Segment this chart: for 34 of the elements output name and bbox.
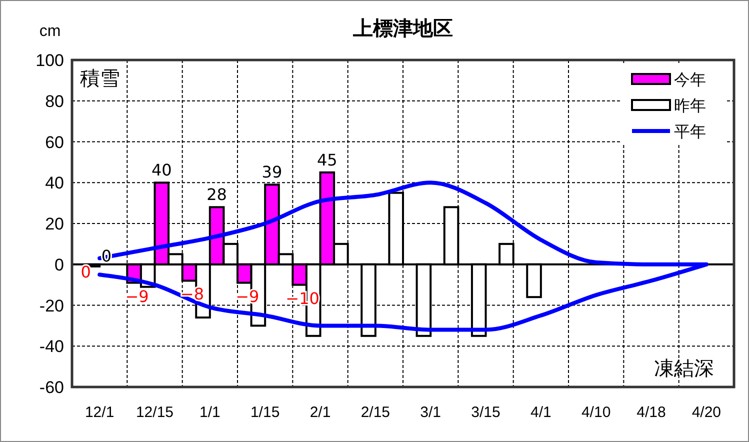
x-tick-label: 3/1 [420, 404, 442, 421]
data-label: 28 [206, 185, 227, 204]
y-tick-label: -40 [39, 337, 64, 356]
x-tick-label: 4/10 [581, 404, 611, 421]
x-tick-label: 1/15 [250, 404, 280, 421]
y-tick-label: -20 [39, 296, 64, 316]
y-tick-label: 40 [45, 174, 64, 193]
legend-label: 昨年 [674, 98, 706, 115]
x-tick-label: 12/15 [136, 404, 174, 421]
x-tick-label: 12/1 [84, 404, 114, 421]
data-label: 39 [262, 162, 282, 182]
chart-title: 上標津地区 [352, 18, 453, 40]
annotation: 積雪 [80, 66, 120, 90]
y-tick-label: 0 [54, 255, 64, 274]
x-tick-label: 2/15 [360, 404, 390, 421]
x-tick-label: 3/15 [471, 404, 500, 421]
y-tick-label: -60 [39, 378, 64, 397]
data-label: 45 [316, 150, 338, 170]
x-tick-label: 4/1 [530, 404, 552, 421]
x-tick-label: 1/1 [199, 404, 220, 421]
y-tick-label: 20 [45, 214, 64, 234]
y-tick-label: 100 [36, 51, 64, 70]
y-tick-label: 80 [45, 92, 64, 111]
annotation: 凍結深 [654, 356, 714, 380]
data-label: −9 [125, 286, 149, 306]
x-tick-label: 4/18 [636, 404, 666, 421]
y-axis-title: cm [39, 23, 61, 40]
data-label: 40 [151, 160, 172, 180]
x-tick-label: 2/1 [310, 404, 331, 421]
y-tick-label: 60 [45, 132, 64, 152]
legend-label: 今年 [674, 72, 706, 89]
legend-label: 平年 [674, 124, 706, 141]
x-tick-label: 4/20 [692, 404, 722, 421]
data-label: 0 [80, 262, 91, 282]
